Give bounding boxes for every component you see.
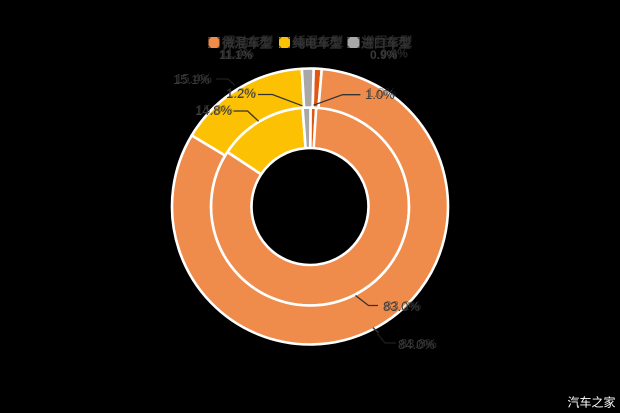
- svg-text:增程车型: 增程车型: [363, 34, 414, 49]
- svg-text:84.0%: 84.0%: [398, 337, 435, 352]
- svg-text:83.2%: 83.2%: [385, 298, 422, 313]
- svg-text:83.8%: 83.8%: [400, 336, 437, 351]
- svg-text:纯电车型: 纯电车型: [292, 36, 343, 51]
- svg-text:1.0%: 1.0%: [365, 87, 395, 102]
- svg-text:14.8%: 14.8%: [195, 103, 232, 118]
- svg-text:15.4%: 15.4%: [175, 71, 212, 86]
- svg-text:15.1%: 15.1%: [173, 72, 210, 87]
- svg-text:微混车型: 微混车型: [221, 36, 273, 51]
- svg-text:1.2%: 1.2%: [227, 85, 257, 100]
- svg-text:1.0%: 1.0%: [367, 85, 397, 100]
- svg-text:11.4%: 11.4%: [221, 47, 255, 61]
- svg-text:15.8%: 15.8%: [196, 102, 233, 117]
- svg-text:混动车型: 混动车型: [224, 34, 275, 49]
- svg-text:0.9%: 0.9%: [381, 47, 409, 61]
- svg-text:插混车型: 插混车型: [294, 34, 345, 49]
- svg-text:83.0%: 83.0%: [383, 299, 420, 314]
- svg-text:汽车之家: 汽车之家: [568, 395, 616, 410]
- svg-text:0.9%: 0.9%: [370, 48, 398, 62]
- svg-text:进口车型: 进口车型: [361, 36, 412, 51]
- svg-text:1.2%: 1.2%: [226, 86, 256, 101]
- svg-text:11.1%: 11.1%: [219, 48, 253, 62]
